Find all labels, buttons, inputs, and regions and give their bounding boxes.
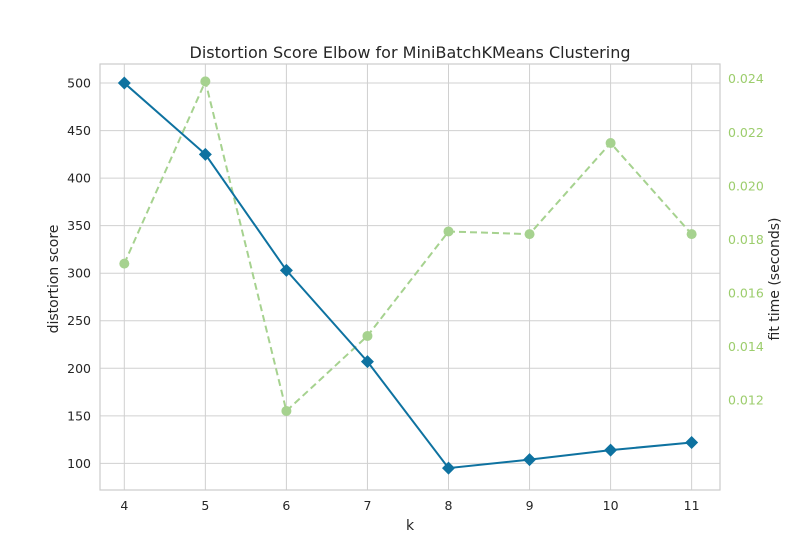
y2-tick-label: 0.020 [728, 178, 764, 193]
distortion-point [523, 453, 537, 467]
x-tick-label: 9 [526, 498, 534, 513]
y-tick-label: 350 [67, 218, 91, 233]
y-tick-label: 100 [67, 456, 91, 471]
y2-axis-label: fit time (seconds) [767, 218, 783, 341]
distortion-line [123, 82, 692, 470]
distortion-point [279, 263, 293, 277]
distortion-point [198, 147, 212, 161]
y2-tick-label: 0.016 [728, 286, 764, 301]
y2-tick-label: 0.014 [728, 339, 764, 354]
y-tick-label: 200 [67, 361, 91, 376]
distortion-point [117, 76, 131, 90]
y-tick-label: 150 [67, 408, 91, 423]
y-axis-label: distortion score [46, 225, 62, 334]
fit-time-point [281, 405, 292, 416]
x-tick-label: 4 [120, 498, 128, 513]
y2-tick-label: 0.018 [728, 232, 764, 247]
fit-time-line [123, 78, 693, 413]
y-tick-label: 500 [67, 76, 91, 91]
y-tick-label: 250 [67, 313, 91, 328]
distortion-point [685, 435, 699, 449]
distortion-point [604, 443, 618, 457]
y-tick-label: 400 [67, 171, 91, 186]
chart-title: Distortion Score Elbow for MiniBatchKMea… [190, 43, 631, 62]
x-tick-label: 6 [282, 498, 290, 513]
x-tick-label: 8 [445, 498, 453, 513]
x-tick-label: 7 [363, 498, 371, 513]
y2-tick-label: 0.012 [728, 393, 764, 408]
fit-time-point [686, 229, 697, 240]
fit-time-point [443, 226, 454, 237]
x-tick-label: 10 [603, 498, 619, 513]
plot-frame [99, 63, 721, 491]
tick-labels: 4 5 6 7 8 9 10 11 100 150 200 250 300 350 400 450 500 0.0… [67, 71, 764, 513]
y-tick-label: 450 [67, 123, 91, 138]
x-axis-label: k [406, 518, 415, 534]
fit-time-point [524, 229, 535, 240]
x-tick-label: 5 [201, 498, 209, 513]
y2-tick-label: 0.022 [728, 125, 764, 140]
y2-tick-label: 0.024 [728, 71, 764, 86]
distortion-point [441, 461, 455, 475]
fit-time-point [605, 138, 616, 149]
series-layer [117, 76, 699, 475]
fit-time-point [200, 76, 211, 87]
fit-time-point [362, 330, 373, 341]
grid-lines [100, 64, 720, 490]
x-tick-label: 11 [684, 498, 700, 513]
y-tick-label: 300 [67, 266, 91, 281]
distortion-point [360, 355, 374, 369]
fit-time-point [119, 258, 130, 269]
